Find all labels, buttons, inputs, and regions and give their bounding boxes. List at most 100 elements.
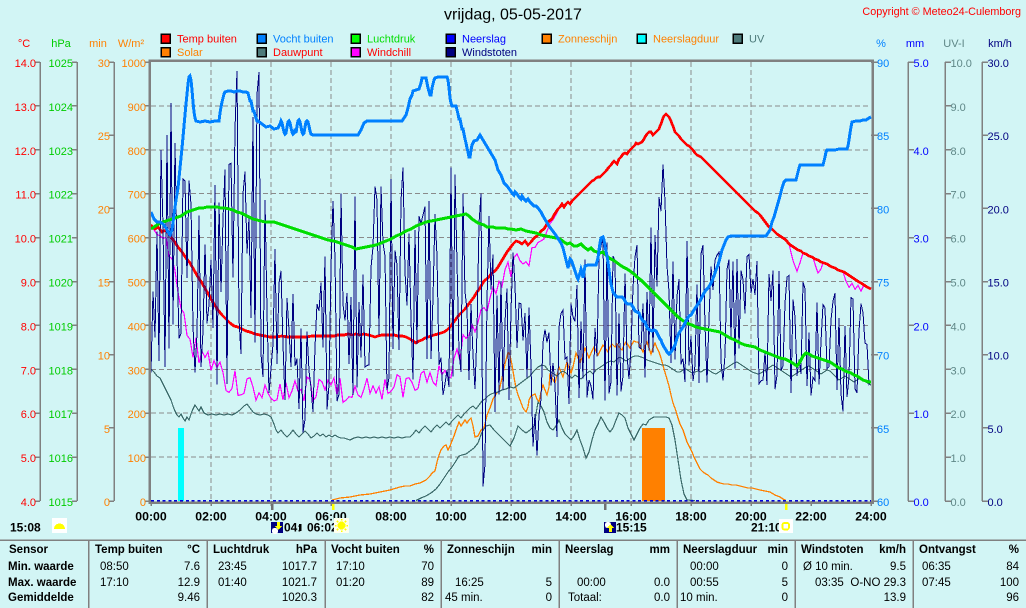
svg-text:7.0: 7.0 — [21, 365, 36, 377]
svg-text:Windchill: Windchill — [367, 47, 411, 59]
svg-text:1016: 1016 — [49, 453, 73, 465]
svg-text:15:15: 15:15 — [616, 521, 647, 535]
svg-text:4.0: 4.0 — [951, 321, 966, 333]
svg-text:mm: mm — [650, 544, 670, 556]
svg-text:20.0: 20.0 — [988, 204, 1009, 216]
svg-text:500: 500 — [128, 278, 146, 290]
svg-text:4.0: 4.0 — [21, 497, 36, 509]
svg-text:84: 84 — [1006, 561, 1019, 573]
svg-text:800: 800 — [128, 146, 146, 158]
svg-text:10: 10 — [98, 351, 110, 363]
svg-text:5.0: 5.0 — [988, 424, 1003, 436]
svg-text:5: 5 — [104, 424, 110, 436]
svg-text:00:00: 00:00 — [690, 561, 719, 573]
svg-text:10:00: 10:00 — [435, 510, 467, 524]
svg-text:25: 25 — [98, 131, 110, 143]
svg-text:W/m²: W/m² — [118, 38, 145, 50]
svg-text:Max. waarde: Max. waarde — [8, 577, 76, 589]
svg-text:hPa: hPa — [296, 544, 318, 556]
svg-text:Totaal:: Totaal: — [568, 592, 602, 604]
svg-text:8.0: 8.0 — [951, 146, 966, 158]
svg-text:82: 82 — [421, 592, 434, 604]
svg-text:Temp buiten: Temp buiten — [95, 544, 163, 556]
svg-text:00:55: 00:55 — [690, 577, 719, 589]
svg-text:10.0: 10.0 — [15, 234, 36, 246]
svg-text:1018: 1018 — [49, 365, 73, 377]
svg-text:8.0: 8.0 — [21, 321, 36, 333]
svg-text:6.0: 6.0 — [951, 234, 966, 246]
svg-text:0.0: 0.0 — [951, 497, 966, 509]
svg-text:70: 70 — [877, 351, 889, 363]
svg-text:12.0: 12.0 — [15, 146, 36, 158]
svg-text:07:45: 07:45 — [922, 577, 951, 589]
svg-text:1023: 1023 — [49, 146, 73, 158]
svg-text:0: 0 — [140, 497, 146, 509]
svg-text:1020.3: 1020.3 — [282, 592, 317, 604]
svg-text:6.0: 6.0 — [21, 409, 36, 421]
svg-text:11.0: 11.0 — [15, 190, 36, 202]
svg-text:12:00: 12:00 — [495, 510, 527, 524]
svg-text:90: 90 — [877, 58, 889, 70]
svg-text:UV: UV — [749, 34, 765, 46]
svg-text:200: 200 — [128, 409, 146, 421]
svg-text:min: min — [768, 544, 788, 556]
svg-text:02:00: 02:00 — [195, 510, 227, 524]
svg-text:01:40: 01:40 — [218, 577, 247, 589]
svg-text:25.0: 25.0 — [988, 131, 1009, 143]
svg-text:1025: 1025 — [49, 58, 73, 70]
svg-text:min: min — [89, 38, 107, 50]
svg-text:Windstoten: Windstoten — [801, 544, 864, 556]
svg-text:2.0: 2.0 — [951, 409, 966, 421]
svg-text:01:20: 01:20 — [336, 577, 365, 589]
svg-text:21:10: 21:10 — [751, 521, 782, 535]
svg-text:hPa: hPa — [51, 38, 71, 50]
svg-text:16:00: 16:00 — [615, 510, 647, 524]
svg-text:%: % — [1009, 544, 1019, 556]
svg-text:14.0: 14.0 — [15, 58, 36, 70]
svg-text:4.0: 4.0 — [914, 146, 929, 158]
svg-text:1019: 1019 — [49, 321, 73, 333]
svg-text:65: 65 — [877, 424, 889, 436]
svg-text:5.0: 5.0 — [914, 58, 929, 70]
svg-text:Zonneschijn: Zonneschijn — [558, 34, 617, 46]
svg-text:1024: 1024 — [49, 102, 73, 114]
svg-text:06:02: 06:02 — [307, 521, 338, 535]
svg-text:5.0: 5.0 — [21, 453, 36, 465]
svg-text:900: 900 — [128, 102, 146, 114]
svg-text:17:10: 17:10 — [336, 561, 365, 573]
svg-text:12.9: 12.9 — [178, 577, 200, 589]
svg-text:13.9: 13.9 — [884, 592, 906, 604]
svg-text:08:00: 08:00 — [375, 510, 407, 524]
svg-text:300: 300 — [128, 365, 146, 377]
svg-text:1017: 1017 — [49, 409, 73, 421]
svg-text:%: % — [424, 544, 434, 556]
svg-text:%: % — [876, 38, 886, 50]
svg-text:Neerslag: Neerslag — [462, 34, 506, 46]
svg-text:Dauwpunt: Dauwpunt — [273, 47, 323, 59]
svg-text:0.0: 0.0 — [914, 497, 929, 509]
svg-text:1021.7: 1021.7 — [282, 577, 317, 589]
svg-text:5: 5 — [782, 577, 788, 589]
svg-text:Ø 10 min.: Ø 10 min. — [803, 561, 853, 573]
svg-text:1020: 1020 — [49, 278, 73, 290]
svg-text:Zonneschijn: Zonneschijn — [447, 544, 515, 556]
svg-text:1017.7: 1017.7 — [282, 561, 317, 573]
svg-text:22:00: 22:00 — [795, 510, 827, 524]
svg-text:89: 89 — [421, 577, 434, 589]
svg-text:100: 100 — [128, 453, 146, 465]
svg-text:°C: °C — [187, 544, 200, 556]
svg-text:96: 96 — [1006, 592, 1019, 604]
svg-text:23:45: 23:45 — [218, 561, 247, 573]
svg-text:9.46: 9.46 — [178, 592, 200, 604]
svg-text:min: min — [532, 544, 552, 556]
svg-text:km/h: km/h — [988, 38, 1012, 50]
svg-text:10.0: 10.0 — [951, 58, 972, 70]
svg-text:30.0: 30.0 — [988, 58, 1009, 70]
svg-text:Neerslag: Neerslag — [565, 544, 614, 556]
svg-text:5.0: 5.0 — [951, 278, 966, 290]
svg-text:Gemiddelde: Gemiddelde — [8, 592, 74, 604]
svg-text:Sensor: Sensor — [9, 544, 49, 556]
svg-text:km/h: km/h — [879, 544, 906, 556]
svg-text:Vocht buiten: Vocht buiten — [331, 544, 400, 556]
svg-text:Neerslagduur: Neerslagduur — [683, 544, 758, 556]
